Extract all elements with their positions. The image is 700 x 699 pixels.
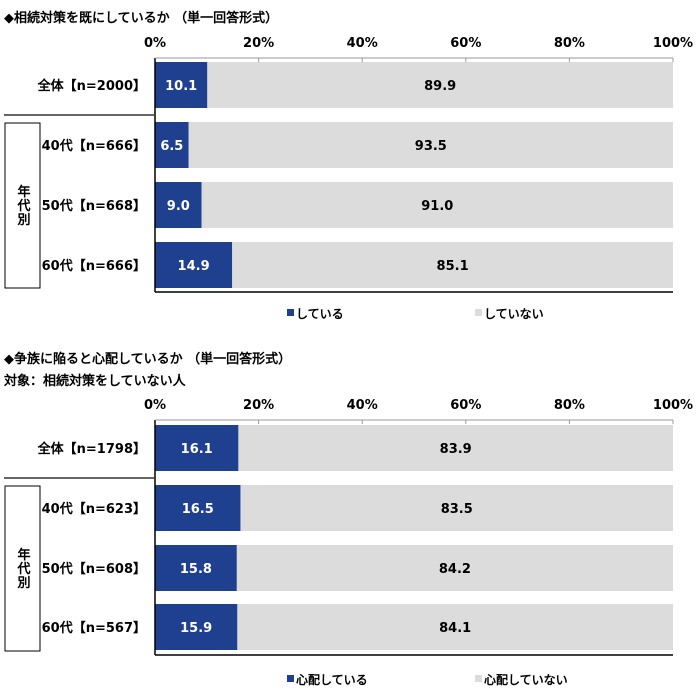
- legend-label: 心配していない: [484, 672, 568, 687]
- legend-label: している: [296, 307, 344, 321]
- bar-segment-primary: [155, 242, 233, 288]
- category-label: 40代【n=666】: [42, 138, 146, 154]
- bar-segment-primary: [155, 604, 238, 650]
- x-tick-label: 60%: [450, 36, 481, 51]
- category-label: 60代【n=666】: [42, 258, 146, 274]
- bar-segment-primary: [155, 122, 189, 168]
- data-label: 89.9: [424, 79, 456, 94]
- data-label: 83.9: [440, 442, 472, 457]
- category-label: 全体【n=1798】: [37, 441, 146, 457]
- bar-segment-secondary: [238, 425, 673, 471]
- category-label: 50代【n=668】: [42, 198, 146, 214]
- bar-segment-secondary: [201, 182, 673, 228]
- bar-segment-primary: [155, 545, 237, 591]
- bar-segment-secondary: [232, 242, 673, 288]
- bar-segment-secondary: [207, 62, 673, 108]
- bar-segment-primary: [155, 425, 239, 471]
- data-label: 10.1: [165, 79, 197, 94]
- legend-swatch: [287, 675, 294, 682]
- legend-swatch: [475, 675, 482, 682]
- chart-subtitle: 対象：相続対策をしていない人: [3, 373, 187, 389]
- bar-segment-primary: [155, 182, 202, 228]
- group-label: 年代別: [15, 547, 32, 590]
- group-box: [4, 485, 41, 652]
- bar-segment-secondary: [240, 485, 673, 531]
- data-label: 15.9: [180, 621, 212, 636]
- x-tick-label: 0%: [144, 36, 166, 51]
- category-label: 50代【n=608】: [42, 561, 146, 577]
- group-box: [4, 122, 41, 289]
- category-label: 60代【n=567】: [42, 620, 146, 636]
- bar-segment-secondary: [236, 545, 673, 591]
- data-label: 93.5: [415, 139, 447, 154]
- x-tick-label: 100%: [653, 36, 693, 51]
- x-tick-label: 40%: [347, 398, 378, 413]
- data-label: 83.5: [441, 502, 473, 517]
- data-label: 6.5: [160, 139, 183, 154]
- data-label: 15.8: [180, 562, 212, 577]
- data-label: 16.1: [181, 442, 213, 457]
- category-label: 全体【n=2000】: [37, 78, 146, 94]
- chart-title: ◆相続対策を既にしているか （単一回答形式）: [4, 10, 278, 26]
- legend-label: していない: [484, 307, 544, 321]
- bar-segment-secondary: [237, 604, 673, 650]
- data-label: 9.0: [167, 199, 190, 214]
- x-tick-label: 80%: [554, 398, 585, 413]
- x-tick-label: 0%: [144, 398, 166, 413]
- category-label: 40代【n=623】: [42, 501, 146, 517]
- data-label: 85.1: [437, 259, 469, 274]
- data-label: 84.2: [439, 562, 471, 577]
- bar-segment-secondary: [188, 122, 674, 168]
- data-label: 84.1: [439, 621, 471, 636]
- x-tick-label: 80%: [554, 36, 585, 51]
- data-label: 91.0: [421, 199, 453, 214]
- x-tick-label: 20%: [243, 398, 274, 413]
- bar-segment-primary: [155, 485, 241, 531]
- legend-swatch: [475, 309, 482, 316]
- legend-label: 心配している: [296, 672, 368, 687]
- x-tick-label: 40%: [347, 36, 378, 51]
- data-label: 16.5: [182, 502, 214, 517]
- x-tick-label: 100%: [653, 398, 693, 413]
- bar-segment-primary: [155, 62, 208, 108]
- group-label: 年代別: [15, 184, 32, 227]
- x-tick-label: 20%: [243, 36, 274, 51]
- data-label: 14.9: [178, 259, 210, 274]
- x-tick-label: 60%: [450, 398, 481, 413]
- legend-swatch: [287, 309, 294, 316]
- chart-title: ◆争族に陥ると心配しているか （単一回答形式）: [4, 351, 291, 367]
